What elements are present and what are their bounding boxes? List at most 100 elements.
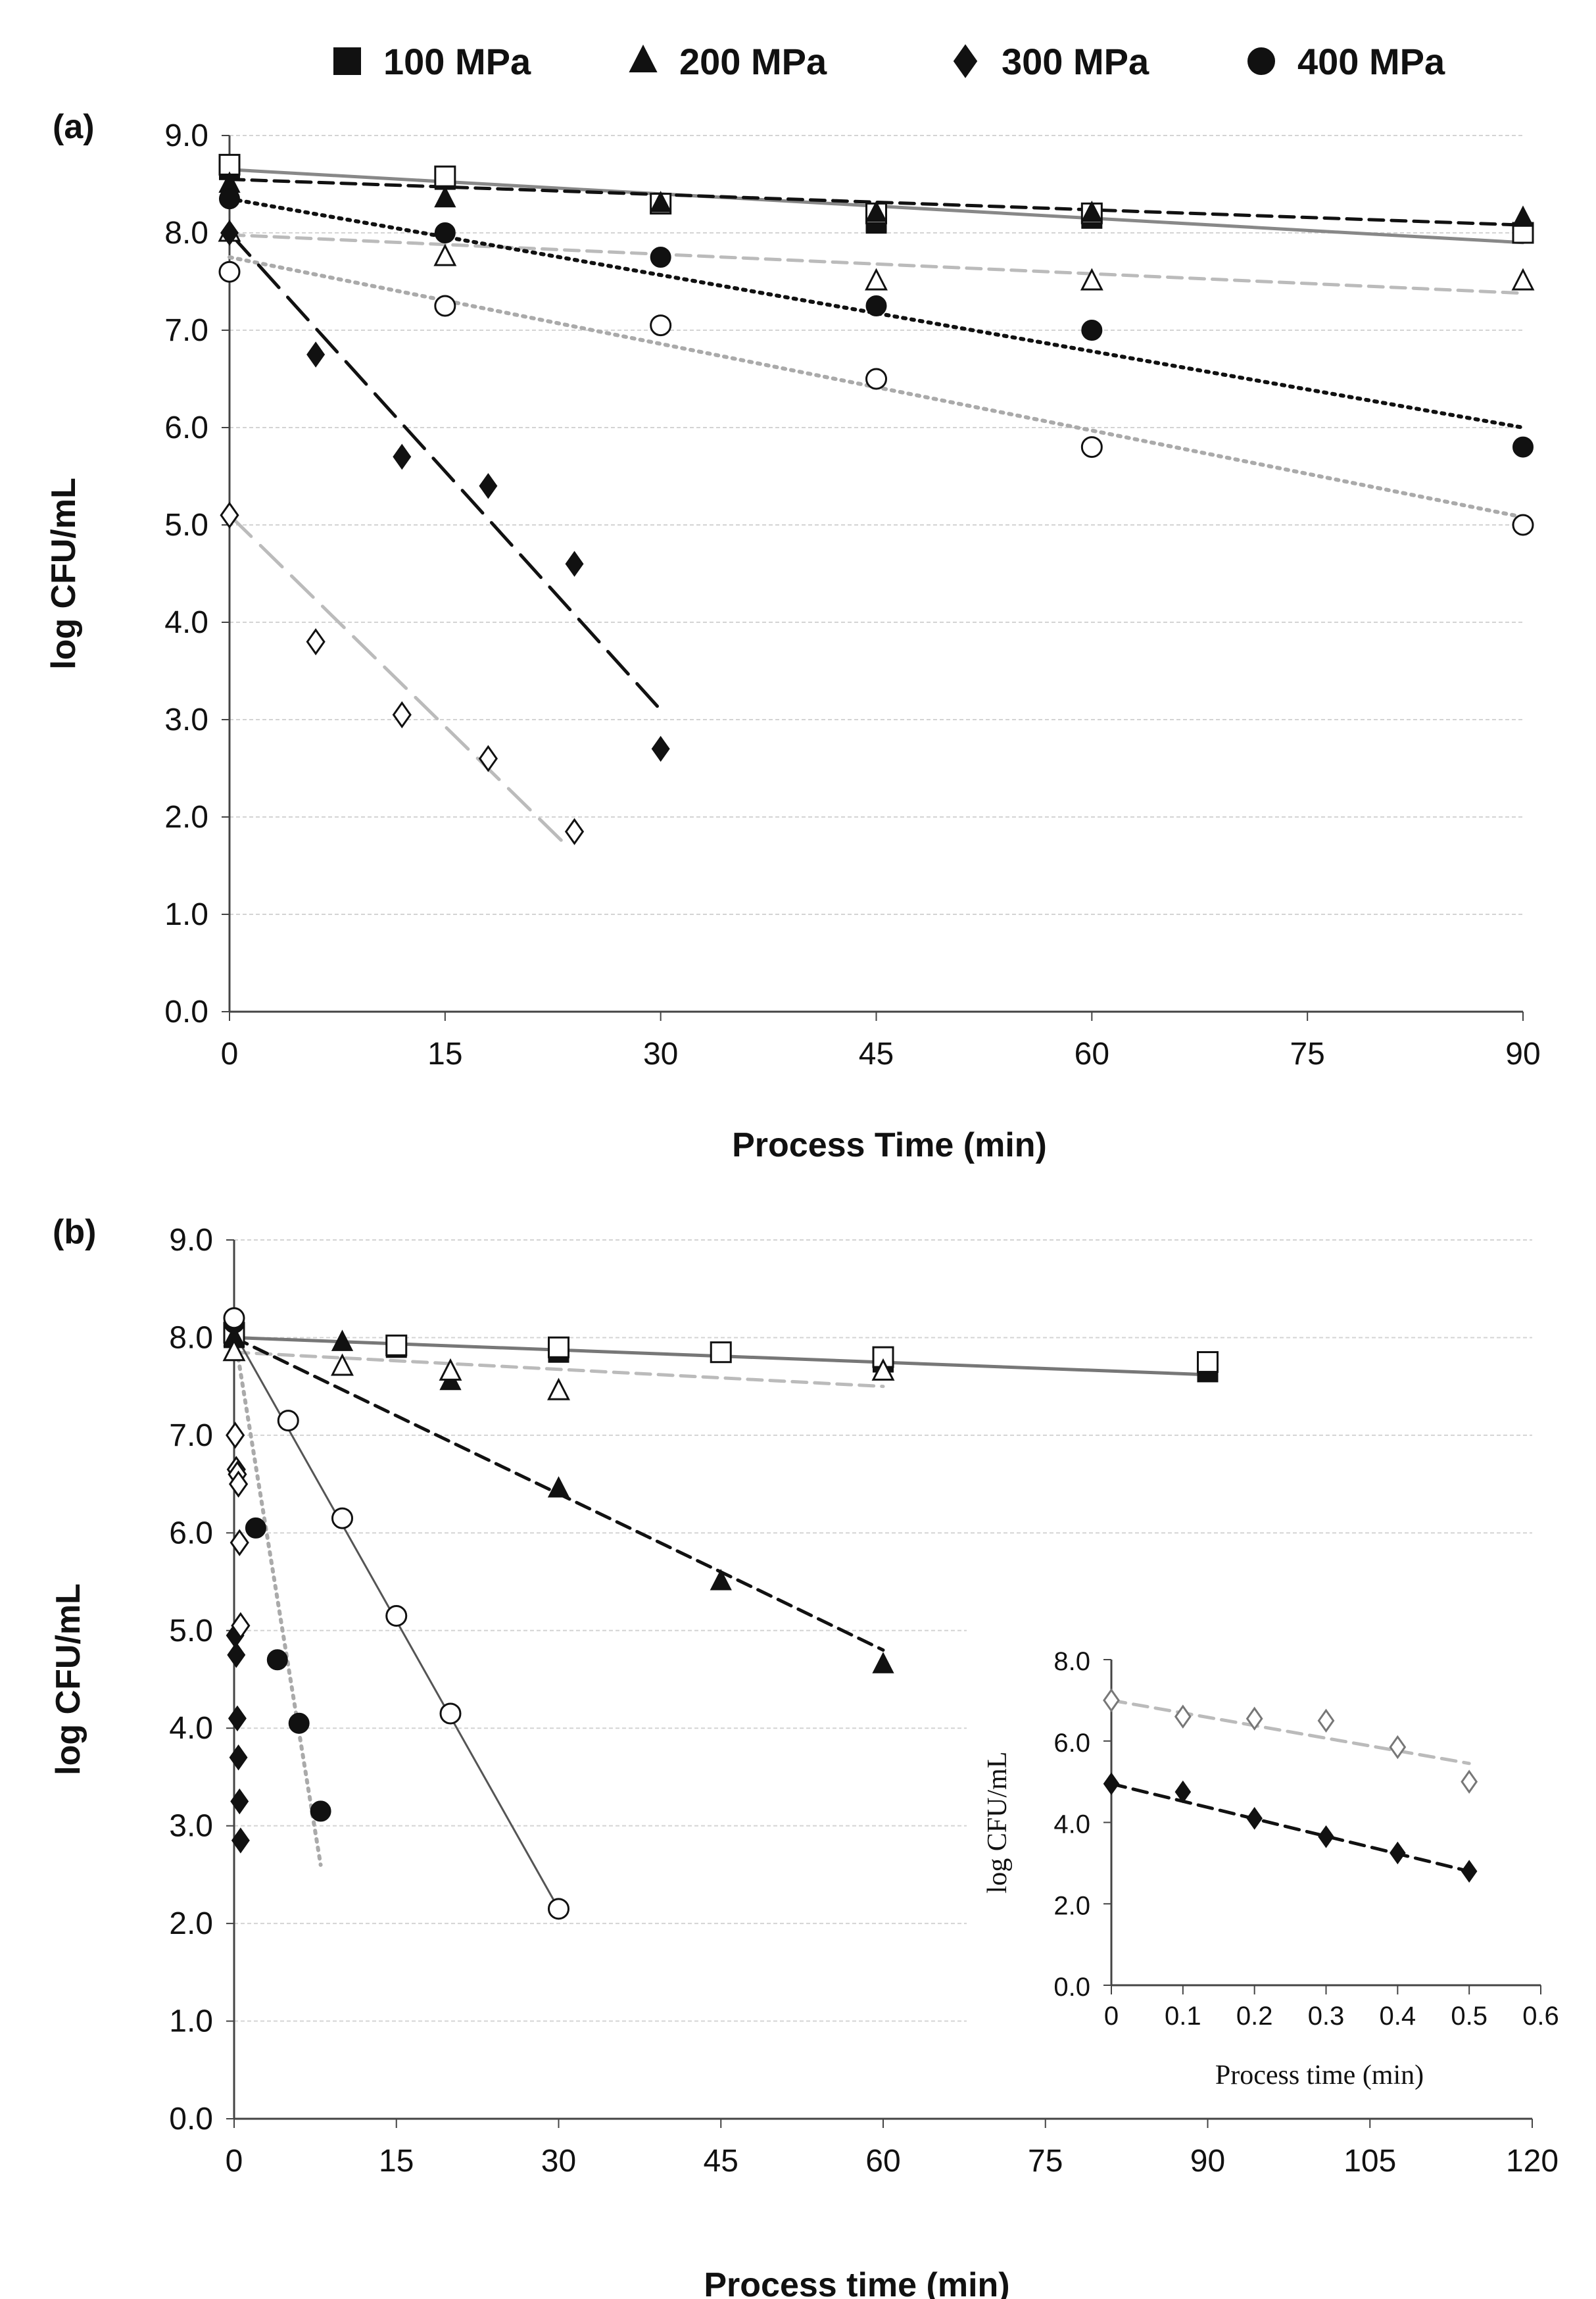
y-tick-label: 8.0 [164,216,208,251]
filled-diamond-point [230,1788,249,1815]
open-diamond-point [306,628,326,656]
open-diamond-point [1317,1708,1335,1733]
open-circle-point [277,1410,299,1432]
open-circle-point [385,1605,408,1627]
open-circle-point [223,1307,245,1329]
open-diamond-point [478,745,498,772]
y-tick-label: 4.0 [169,1711,213,1746]
trend-line [1109,1782,1471,1873]
filled-triangle-point [1080,200,1103,222]
open-circle-point [650,314,672,337]
panel-label: (a) [53,108,95,146]
open-circle-point [548,1898,569,1920]
trend-line [1109,1698,1471,1766]
open-triangle-point [1080,268,1103,291]
open-square-point [548,1336,569,1358]
y-tick-label: 4.0 [1053,1810,1090,1839]
open-square-point [1197,1351,1219,1373]
y-tick-label: 0.0 [169,2102,213,2137]
legend-label: 400 MPa [1297,41,1445,82]
filled-diamond-point [227,1642,246,1668]
x-tick-label: 45 [859,1037,894,1072]
filled-circle-point [219,188,240,210]
x-tick-label: 0.5 [1451,2002,1487,2031]
filled-circle-point [310,1800,331,1822]
open-square-point [218,153,241,176]
open-circle-point [331,1507,353,1529]
x-tick-label: 105 [1343,2144,1396,2179]
filled-diamond-point [565,551,584,577]
open-diamond-point [231,1612,251,1639]
x-tick-label: 45 [704,2144,738,2179]
legend-label: 200 MPa [679,41,827,82]
open-diamond-point [1461,1769,1478,1794]
x-tick-label: 90 [1190,2144,1225,2179]
panel-b-inset-chart: 0.0 2.0 4.0 6.0 8.0 0 0.1 0.2 0.3 0.4 0.5 0.6 Proces… [982,1647,1559,2090]
open-triangle-point [865,268,888,291]
filled-diamond-point [306,341,326,368]
filled-circle-point [1081,320,1103,341]
filled-triangle-point [547,1476,570,1498]
open-diamond-point [1103,1688,1120,1713]
x-tick-label: 15 [379,2144,414,2179]
panel-a-chart: 0.0 1.0 2.0 3.0 4.0 5.0 6.0 7.0 8.0 9.0 0 15 30 45 60 7… [45,108,1541,1164]
open-diamond-point [564,818,585,845]
open-triangle-point [433,243,457,266]
y-tick-label: 6.0 [1053,1729,1090,1758]
y-tick-label: 7.0 [164,313,208,348]
y-tick-label: 9.0 [164,118,208,153]
y-tick-label: 2.0 [164,800,208,835]
panel-b-chart: 0.0 1.0 2.0 3.0 4.0 5.0 6.0 7.0 8.0 9.0 0 15 30 45 60 7… [49,1213,1559,2299]
filled-triangle-point [650,191,672,212]
x-tick-label: 60 [865,2144,900,2179]
open-triangle-point [871,1358,895,1381]
legend-marker-diamond [953,44,978,78]
filled-circle-point [865,295,887,316]
y-tick-label: 2.0 [169,1906,213,1941]
y-tick-label: 1.0 [169,2004,213,2039]
filled-diamond-point [1103,1772,1120,1796]
x-tick-label: 0.6 [1522,2002,1559,2031]
y-tick-label: 5.0 [169,1614,213,1648]
y-tick-label: 3.0 [164,703,208,737]
legend: 100 MPa 200 MPa 300 MPa 400 MPa [333,41,1445,82]
filled-circle-point [266,1649,288,1671]
filled-triangle-point [1512,205,1534,227]
filled-circle-point [245,1517,266,1539]
y-tick-label: 9.0 [169,1223,213,1258]
filled-triangle-point [872,1652,894,1673]
filled-circle-point [650,247,671,268]
open-square-point [434,165,456,187]
open-diamond-point [226,1421,245,1449]
open-circle-point [434,295,456,317]
filled-circle-point [1512,436,1534,458]
filled-circle-point [288,1712,310,1734]
x-tick-label: 75 [1290,1037,1324,1072]
trend-line [232,1331,323,1867]
open-square-point [385,1334,408,1356]
x-tick-label: 0 [1104,2002,1119,2031]
y-tick-label: 6.0 [169,1516,213,1550]
open-diamond-point [392,701,412,729]
open-triangle-point [222,1339,246,1362]
open-circle-point [1512,514,1534,536]
filled-diamond-point [231,1827,250,1854]
y-axis-title: log CFU/mL [49,1583,87,1775]
open-diamond-point [220,501,239,529]
open-circle-point [439,1702,462,1725]
filled-diamond-point [229,1744,248,1771]
x-tick-label: 0.2 [1236,2002,1273,2031]
x-axis-title: Process time (min) [704,2266,1009,2299]
open-diamond-point [1174,1704,1192,1729]
x-tick-label: 0.4 [1380,2002,1416,2031]
filled-diamond-point [1246,1806,1263,1830]
panel-label: (b) [53,1213,96,1251]
y-tick-label: 7.0 [169,1418,213,1453]
open-diamond-point [1389,1735,1407,1760]
x-tick-label: 75 [1028,2144,1063,2179]
y-tick-label: 8.0 [1053,1647,1090,1676]
y-tick-label: 8.0 [169,1320,213,1355]
open-triangle-point [331,1353,354,1376]
y-tick-label: 2.0 [1053,1891,1090,1920]
